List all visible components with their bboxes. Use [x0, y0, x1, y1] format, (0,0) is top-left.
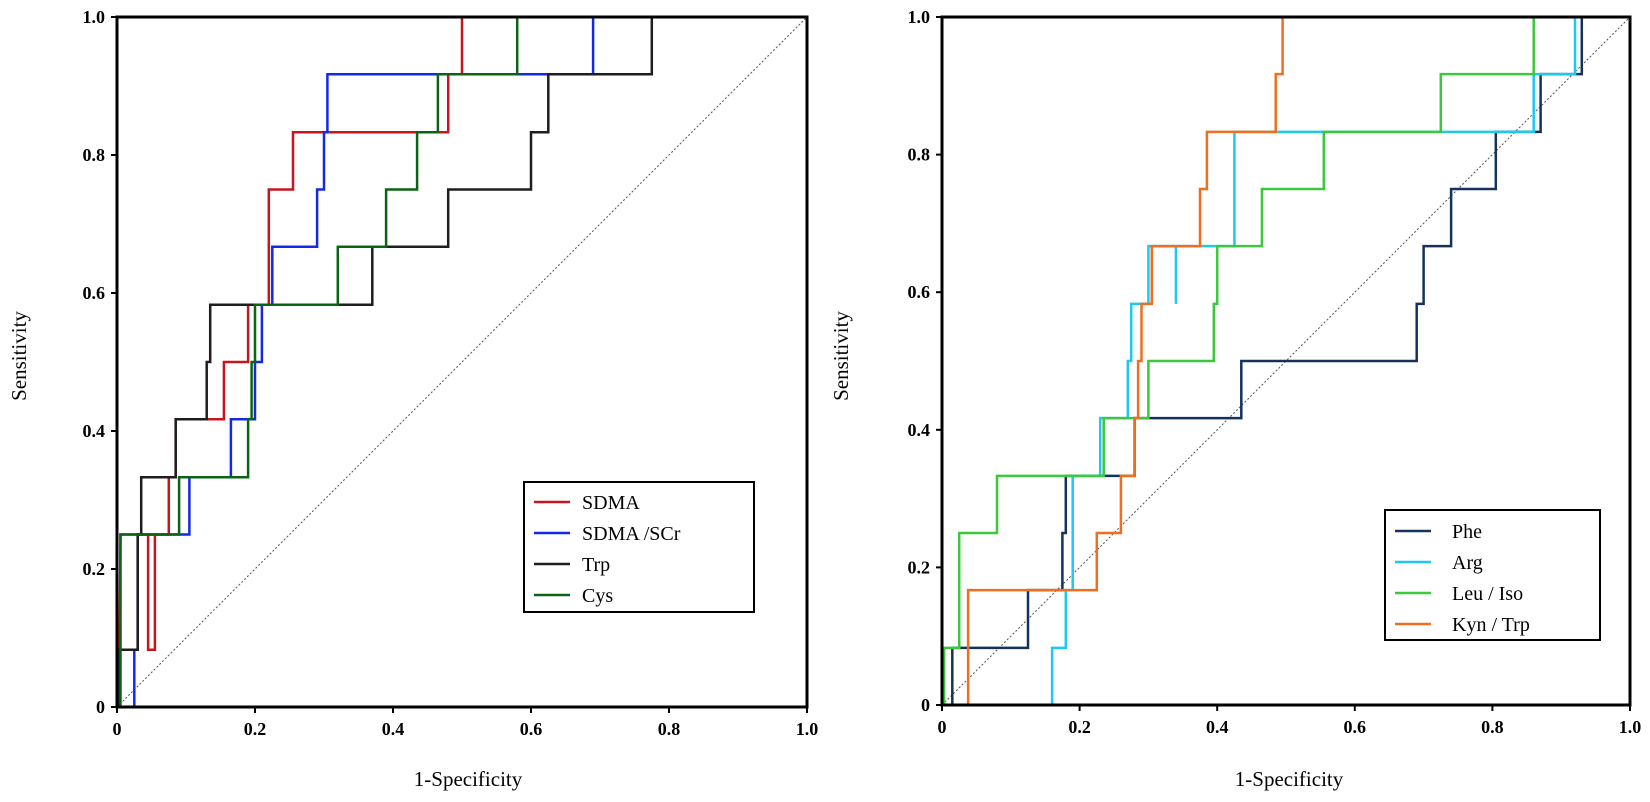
y-tick-label: 0.6: [908, 282, 931, 302]
legend: SDMA SDMA /SCr Trp Cys: [523, 481, 755, 613]
legend-label-leu-iso: Leu / Iso: [1452, 583, 1523, 605]
x-tick-label: 1.0: [796, 719, 819, 739]
x-tick-label: 0.2: [1068, 717, 1091, 737]
x-tick-label: 1.0: [1619, 717, 1642, 737]
roc-chart-left: Sensitivity 1-Specificity 0 0.2 0.4 0.6 0.8 1…: [7, 7, 818, 791]
legend-label-cys: Cys: [582, 585, 613, 607]
y-tick-label: 0.2: [83, 559, 106, 579]
x-axis-label: 1-Specificity: [1235, 767, 1344, 791]
y-tick-label: 1.0: [83, 7, 106, 27]
legend-label-sdma: SDMA: [582, 492, 640, 514]
y-tick-label: 0.8: [908, 145, 931, 165]
legend-label-arg: Arg: [1452, 552, 1483, 574]
series-line-sdma: [117, 15, 807, 709]
y-tick-label: 0.6: [83, 283, 106, 303]
y-tick-label: 0: [921, 695, 930, 715]
y-tick-label: 0.4: [908, 420, 931, 440]
tick-layer: 0 0.2 0.4 0.6 0.8 1.0 0 0.2 0.4 0.6 0.8 1.0: [83, 7, 819, 739]
y-tick-label: 0: [96, 697, 105, 717]
series-line-leu-iso: [942, 15, 1630, 707]
x-tick-label: 0.4: [382, 719, 405, 739]
plot-frame: [940, 15, 1632, 707]
legend-label-trp: Trp: [582, 554, 610, 576]
x-tick-label: 0.6: [520, 719, 543, 739]
y-tick-label: 0.8: [83, 145, 106, 165]
reference-diagonal: [116, 16, 808, 708]
y-tick-label: 0.4: [83, 421, 106, 441]
series-layer: [941, 15, 1631, 707]
x-tick-label: 0.2: [244, 719, 267, 739]
x-axis-label: 1-Specificity: [414, 767, 523, 791]
legend-label-kyn-trp: Kyn / Trp: [1452, 614, 1530, 636]
series-line-trp: [117, 15, 807, 709]
x-tick-label: 0.8: [658, 719, 681, 739]
y-tick-label: 1.0: [908, 7, 931, 27]
tick-layer: 0 0.2 0.4 0.6 0.8 1.0 0 0.2 0.4 0.6 0.8 1.0: [908, 7, 1642, 737]
x-tick-label: 0: [113, 719, 122, 739]
y-axis-label: Sensitivity: [829, 311, 853, 401]
roc-chart-right: Sensitivity 1-Specificity 0 0.2 0.4 0.6 0.8 1…: [829, 7, 1641, 791]
y-tick-label: 0.2: [908, 557, 931, 577]
plot-frame: [115, 15, 809, 709]
series-line-kyn-trp: [942, 15, 1630, 707]
x-tick-label: 0.6: [1344, 717, 1367, 737]
legend-label-sdma-scr: SDMA /SCr: [582, 523, 681, 545]
x-tick-label: 0.8: [1481, 717, 1504, 737]
x-tick-label: 0.4: [1206, 717, 1229, 737]
series-layer: [116, 15, 808, 709]
y-axis-label: Sensitivity: [7, 311, 31, 401]
x-tick-label: 0: [938, 717, 947, 737]
series-line-cys: [117, 15, 807, 709]
legend-box: [523, 481, 755, 613]
legend-label-phe: Phe: [1452, 521, 1482, 543]
legend: Phe Arg Leu / Iso Kyn / Trp: [1384, 509, 1601, 641]
